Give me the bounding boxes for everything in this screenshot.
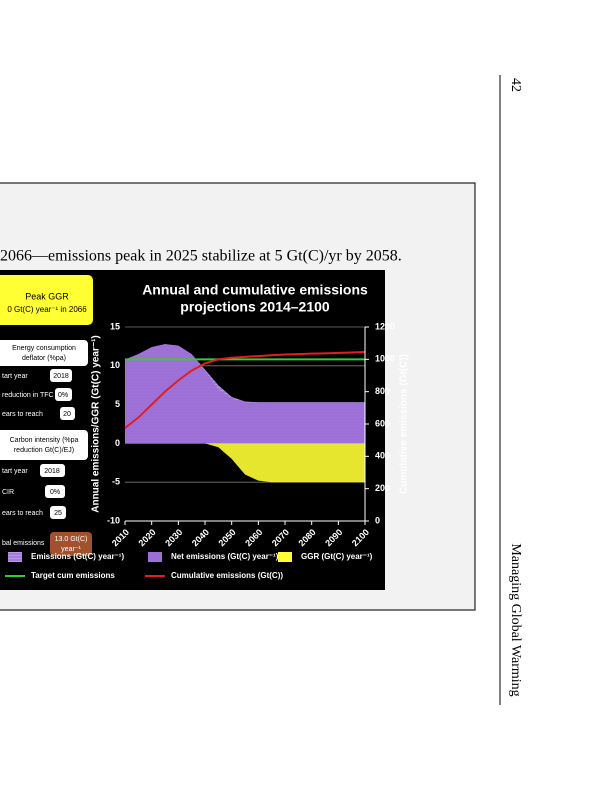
page-number: 42 <box>508 78 523 92</box>
input-value: 2018 <box>44 468 60 475</box>
controls: Peak GGR 0 Gt(C) year⁻¹ in 2066 Energy c… <box>0 275 93 556</box>
carbon-box <box>0 430 88 460</box>
input-value: 2018 <box>53 373 69 380</box>
output-value: 13.0 Gt(C) <box>55 536 88 543</box>
control-label: CIR <box>2 489 14 496</box>
y-tick-label: 0 <box>115 438 120 448</box>
y2-tick-label: 200 <box>375 483 390 493</box>
y-tick-label: 10 <box>110 360 120 370</box>
control-label: bal emissions <box>2 540 45 547</box>
carbon-label: Carbon intensity (%pa <box>10 437 79 444</box>
legend-label: Cumulative emissions (Gt(C)) <box>171 571 283 580</box>
legend-swatch <box>148 552 162 562</box>
y2-tick-label: 400 <box>375 451 390 461</box>
legend-label: Net emissions (Gt(C) year⁻¹) <box>171 552 279 561</box>
y2-tick-label: 600 <box>375 418 390 428</box>
input-value: 20 <box>63 411 71 418</box>
y2-tick-label: 0 <box>375 515 380 525</box>
peak-value: 0 Gt(C) year⁻¹ in 2066 <box>7 305 87 314</box>
input-value: 0% <box>58 392 68 399</box>
chart: Annual and cumulative emissions projecti… <box>5 282 410 580</box>
running-head: Managing Global Warming <box>508 543 523 696</box>
legend-label: Target cum emissions <box>31 571 115 580</box>
chart-title: projections 2014–2100 <box>180 299 330 315</box>
output-box <box>50 532 92 556</box>
peak-box <box>0 275 93 325</box>
legend-swatch <box>8 552 22 562</box>
legend-swatch <box>278 552 292 562</box>
input[interactable] <box>60 407 75 420</box>
caption: 2066—emissions peak in 2025 stabilize at… <box>0 248 402 265</box>
energy-label: deflator (%pa) <box>22 355 66 362</box>
y2-tick-label: 1000 <box>375 354 395 364</box>
input[interactable] <box>50 369 72 382</box>
chart-title: Annual and cumulative emissions <box>142 282 368 298</box>
input[interactable] <box>40 464 65 477</box>
control-label: tart year <box>2 373 28 380</box>
input[interactable] <box>55 388 72 401</box>
y-tick-label: 15 <box>110 321 120 331</box>
input-value: 0% <box>50 489 60 496</box>
y-tick-label: -5 <box>112 477 120 487</box>
series-line <box>124 351 366 429</box>
energy-box <box>0 340 88 366</box>
series-area <box>125 344 365 444</box>
y2-tick-label: 1200 <box>375 321 395 331</box>
y2-tick-label: 800 <box>375 386 390 396</box>
legend-label: Emissions (Gt(C) year⁻¹) <box>31 552 124 561</box>
carbon-label: reduction Gt(C)/EJ) <box>14 447 74 454</box>
y-tick-label: -10 <box>107 515 120 525</box>
y-tick-label: 5 <box>115 399 120 409</box>
peak-title: Peak GGR <box>25 291 69 301</box>
legend-label: GGR (Gt(C) year⁻¹) <box>301 552 373 561</box>
input[interactable] <box>45 485 65 498</box>
y-axis-label: Annual emissions/GGR (Gt(C) year⁻¹) <box>91 335 102 513</box>
input[interactable] <box>50 506 66 519</box>
input-value: 25 <box>54 510 62 517</box>
y2-axis-label: Cumulative emissions (Gt(C)) <box>399 354 410 494</box>
control-label: ears to reach <box>2 510 43 517</box>
control-label: reduction in TFC <box>2 392 54 399</box>
control-label: ears to reach <box>2 411 43 418</box>
control-label: tart year <box>2 468 28 475</box>
energy-label: Energy consumption <box>12 345 76 352</box>
output-value: year⁻¹ <box>61 546 81 553</box>
series-area <box>125 443 365 483</box>
